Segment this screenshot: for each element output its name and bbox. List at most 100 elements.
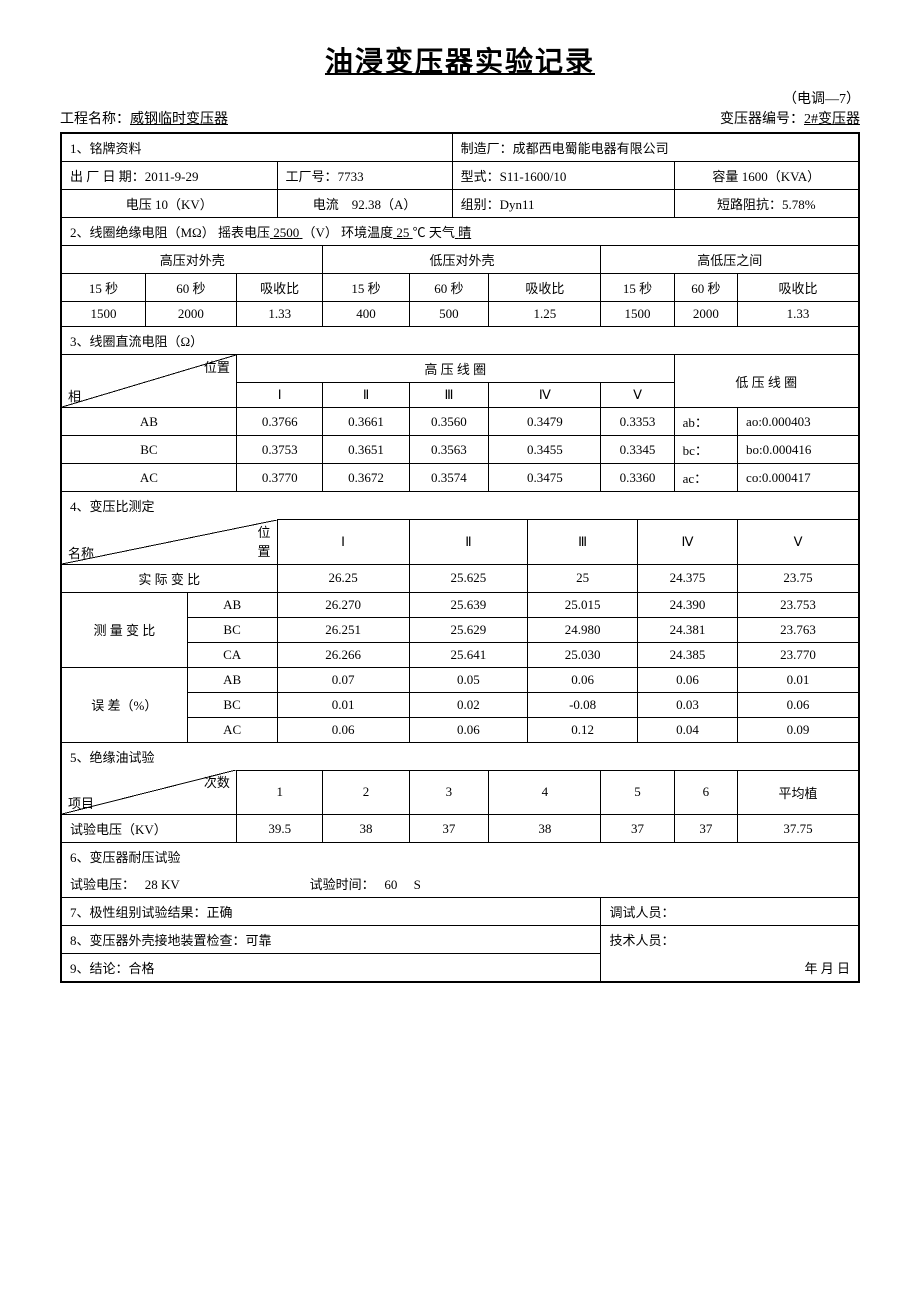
s2-v1: 2000 [145, 302, 236, 327]
s4-e1v3: 0.03 [638, 692, 738, 717]
s3-r2v4: 0.3360 [601, 464, 674, 492]
project-name-value: 威钢临时变压器 [130, 112, 228, 127]
staff1: 调试人员： [601, 898, 859, 926]
s4-e1v4: 0.06 [738, 692, 859, 717]
s3-r1p: BC [61, 436, 236, 464]
s5-c3: 4 [489, 770, 601, 815]
s3-r1v3: 0.3455 [489, 436, 601, 464]
s4-c2: Ⅲ [528, 520, 638, 565]
s5-r1: 38 [323, 815, 409, 843]
s2-mvv: 2500 [273, 225, 299, 240]
s3-r2v0: 0.3770 [236, 464, 323, 492]
s4-e2v2: 0.12 [528, 717, 638, 742]
s3-r2l1: ac： [674, 464, 737, 492]
s5-count: 次数 [204, 772, 230, 791]
s4-c1: Ⅱ [409, 520, 528, 565]
s3-r0l2: ao:0.000403 [738, 408, 859, 436]
s5-diag: 次数 项目 [61, 770, 236, 815]
project-name: 工程名称：威钢临时变压器 [60, 108, 228, 128]
s5-c1: 2 [323, 770, 409, 815]
s3-c2: Ⅲ [409, 383, 489, 408]
c-value: 92.38（A） [352, 197, 417, 212]
s2-col2: 低压对外壳 [323, 246, 601, 274]
s4-e0v0: 0.07 [277, 667, 409, 692]
s4-m2v3: 24.385 [638, 642, 738, 667]
s4-m0v2: 25.015 [528, 592, 638, 617]
s3-c3: Ⅳ [489, 383, 601, 408]
s4-m1v0: 26.251 [277, 617, 409, 642]
s3-r0v4: 0.3353 [601, 408, 674, 436]
s4-actual-label: 实 际 变 比 [61, 564, 277, 592]
s4-m1v2: 24.980 [528, 617, 638, 642]
s4-e1v1: 0.02 [409, 692, 528, 717]
s3-phase: 相 [68, 386, 81, 405]
s5-label: 5、绝缘油试验 [61, 742, 859, 770]
s3-r0v1: 0.3661 [323, 408, 409, 436]
s4-e0v3: 0.06 [638, 667, 738, 692]
s2-col3: 高低压之间 [601, 246, 859, 274]
s3-r1l1: bc： [674, 436, 737, 464]
s5-c4: 5 [601, 770, 674, 815]
s4-m0v1: 25.639 [409, 592, 528, 617]
s4-e2v1: 0.06 [409, 717, 528, 742]
s2-h8: 60 秒 [674, 274, 737, 302]
s4-e0v4: 0.01 [738, 667, 859, 692]
s3-r0l1: ab： [674, 408, 737, 436]
s4-e2v4: 0.09 [738, 717, 859, 742]
s4-pos: 位置 [258, 522, 271, 560]
s5-c2: 3 [409, 770, 489, 815]
s4-a2: 25 [528, 564, 638, 592]
s4-c0: Ⅰ [277, 520, 409, 565]
s2-t: 25 [393, 225, 413, 240]
s5-item: 项目 [68, 793, 94, 812]
s4-pos2: 置 [258, 544, 271, 559]
cap-label: 容量 [712, 169, 738, 184]
s2-h2: 60 秒 [145, 274, 236, 302]
s2-v7: 2000 [674, 302, 737, 327]
s4-m0p: AB [187, 592, 277, 617]
transformer-no-value: 2#变压器 [804, 112, 860, 127]
s4-a4: 23.75 [738, 564, 859, 592]
doc-code: （电调—7） [60, 88, 860, 108]
project-label: 工程名称： [60, 112, 130, 127]
s5-c5: 6 [674, 770, 737, 815]
imp-value: 5.78% [782, 197, 816, 212]
s4-m2v1: 25.641 [409, 642, 528, 667]
s3-hv: 高 压 线 圈 [236, 355, 674, 383]
s2-v4: 500 [409, 302, 489, 327]
s4-measure-label: 测 量 变 比 [61, 592, 187, 667]
s2-h5: 60 秒 [409, 274, 489, 302]
s5-r5: 37 [674, 815, 737, 843]
s2-l2: （V） 环境温度 [302, 225, 393, 240]
s1-model: 型式：S11-1600/10 [452, 162, 674, 190]
s1-group: 组别：Dyn11 [452, 190, 674, 218]
s5-r6: 37.75 [738, 815, 859, 843]
s3-r2v2: 0.3574 [409, 464, 489, 492]
s3-r2p: AC [61, 464, 236, 492]
s4-pos1: 位 [258, 525, 271, 540]
s3-r2v3: 0.3475 [489, 464, 601, 492]
mfr-value: 成都西电蜀能电器有限公司 [513, 141, 669, 156]
s4-m0v4: 23.753 [738, 592, 859, 617]
s4-e2v3: 0.04 [638, 717, 738, 742]
fno-value: 7733 [338, 169, 364, 184]
s1-date: 出 厂 日 期：2011-9-29 [61, 162, 277, 190]
cap-value: 1600（KVA） [742, 169, 821, 184]
s4-a0: 26.25 [277, 564, 409, 592]
s2-l3: ℃ 天气 [413, 225, 455, 240]
s2-label: 2、线圈绝缘电阻（MΩ） 摇表电压 2500 （V） 环境温度 25 ℃ 天气 … [61, 218, 859, 246]
v-label: 电压 [126, 197, 152, 212]
s3-r1v4: 0.3345 [601, 436, 674, 464]
s6-content: 试验电压： 28 KV 试验时间： 60 S [61, 870, 859, 898]
s4-m2v0: 26.266 [277, 642, 409, 667]
s4-e2p: AC [187, 717, 277, 742]
g-value: Dyn11 [500, 197, 535, 212]
s9: 9、结论：合格 [61, 954, 601, 983]
s5-r2: 37 [409, 815, 489, 843]
s2-v5: 1.25 [489, 302, 601, 327]
imp-label: 短路阻抗： [717, 197, 782, 212]
s7: 7、极性组别试验结果：正确 [61, 898, 601, 926]
s4-label: 4、变压比测定 [61, 492, 859, 520]
page-title: 油浸变压器实验记录 [60, 40, 860, 80]
s4-m2v4: 23.770 [738, 642, 859, 667]
